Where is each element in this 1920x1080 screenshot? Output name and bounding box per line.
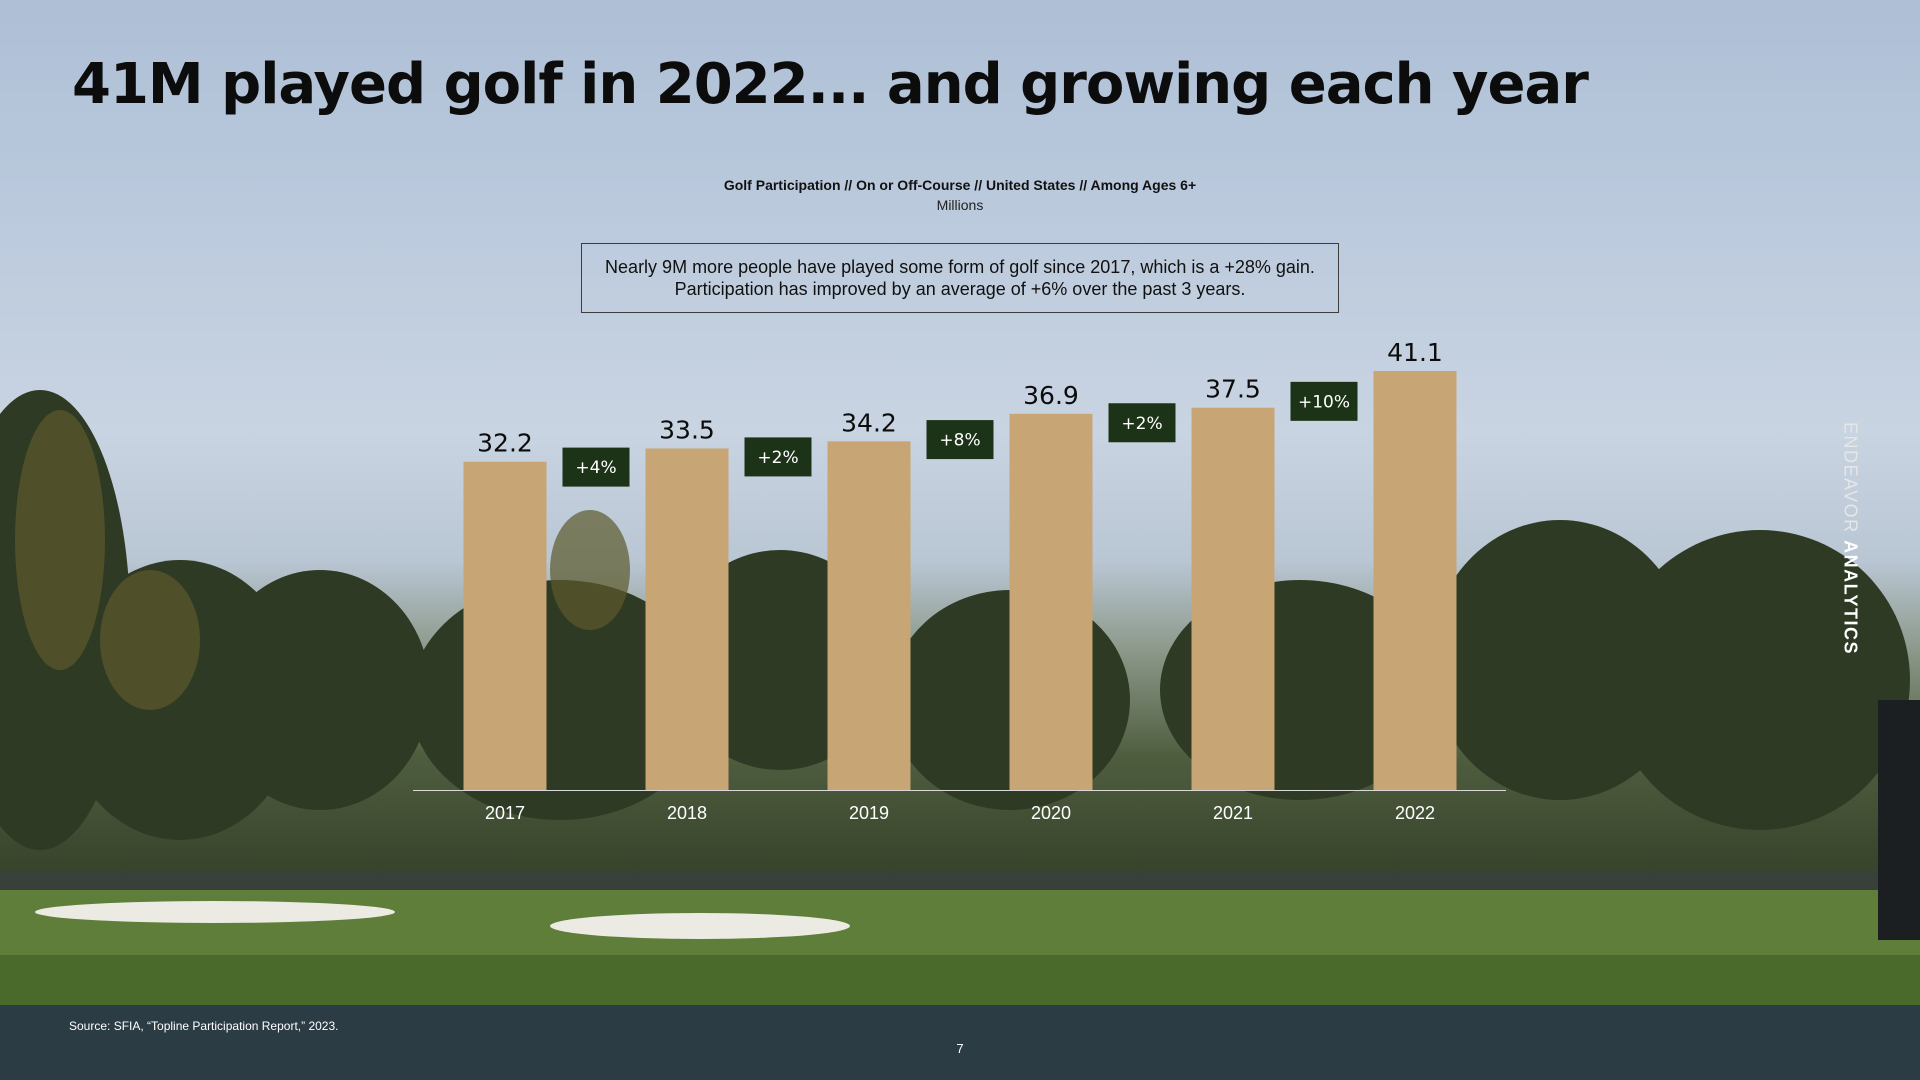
value-label-2017: 32.2 [477,429,533,458]
chart-title: Golf Participation // On or Off-Course /… [723,177,1197,193]
chart-units: Millions [936,197,984,213]
page-number: 7 [956,1041,964,1056]
growth-label-3: +2% [1121,414,1162,434]
bar-2020 [1009,413,1093,790]
x-tick-label-2020: 2020 [1031,803,1071,823]
growth-badge-0 [562,447,630,487]
growth-badge-3 [1108,403,1176,443]
source-note: Source: SFIA, “Topline Participation Rep… [69,1019,339,1033]
bar-2022 [1373,371,1457,790]
x-tick-label-2019: 2019 [849,803,889,823]
x-tick-label-2017: 2017 [485,803,525,823]
growth-label-2: +8% [939,431,980,451]
growth-label-1: +2% [757,448,798,468]
callout-line-2: Participation has improved by an average… [674,279,1246,299]
insight-callout: Nearly 9M more people have played some f… [581,243,1339,313]
bar-2019 [827,441,911,790]
brand-bold: ANALYTICS [1840,540,1861,656]
value-label-2022: 41.1 [1387,338,1443,367]
growth-badge-4 [1290,381,1358,421]
value-label-2018: 33.5 [659,415,715,444]
x-tick-label-2022: 2022 [1395,803,1435,823]
growth-badge-2 [926,420,994,460]
slide-title: 41M played golf in 2022... and growing e… [72,52,1589,117]
bar-2017 [463,461,547,790]
value-label-2019: 34.2 [841,408,897,437]
value-label-2020: 36.9 [1023,381,1079,410]
callout-line-1: Nearly 9M more people have played some f… [605,257,1315,277]
growth-badge-1 [744,437,812,477]
x-tick-label-2018: 2018 [667,803,707,823]
brand-logo: ENDEAVOR ANALYTICS [1840,409,1861,669]
value-label-2021: 37.5 [1205,375,1261,404]
growth-label-0: +4% [575,458,616,478]
bar-2021 [1191,407,1275,790]
brand-light: ENDEAVOR [1840,421,1861,534]
growth-label-4: +10% [1298,392,1350,412]
bar-2018 [645,448,729,790]
x-tick-label-2021: 2021 [1213,803,1253,823]
